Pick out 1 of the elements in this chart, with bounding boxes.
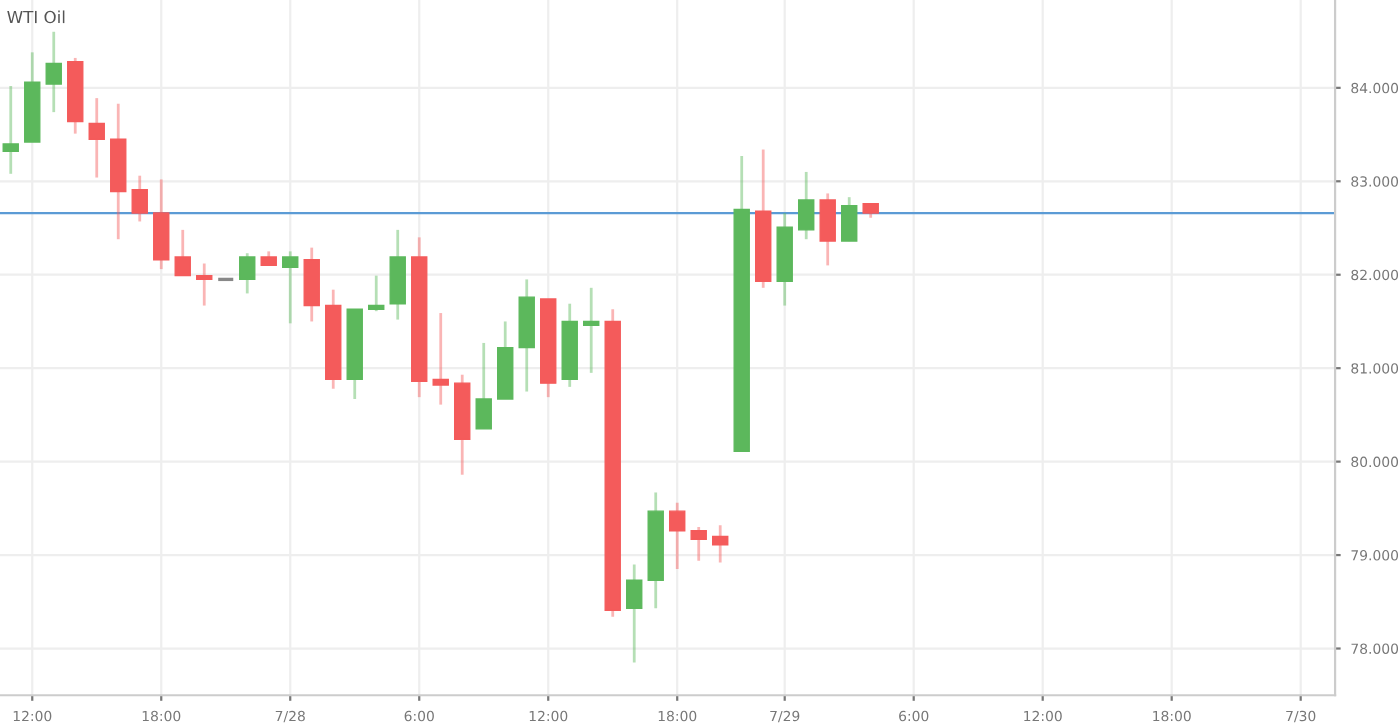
text: WTI Oil (7, 10, 65, 24)
